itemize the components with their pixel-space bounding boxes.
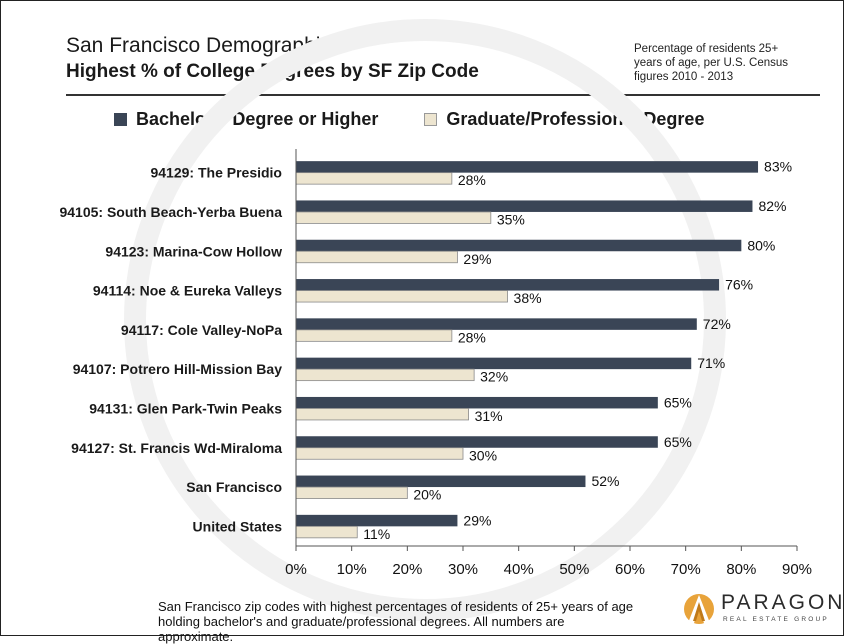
bar-graduate bbox=[295, 525, 358, 539]
x-tick-label: 30% bbox=[448, 561, 478, 578]
data-label-bachelor: 52% bbox=[591, 473, 619, 489]
category-label: 94105: South Beach-Yerba Buena bbox=[59, 204, 282, 220]
category-label: 94131: Glen Park-Twin Peaks bbox=[89, 400, 282, 416]
category-label: 94107: Potrero Hill-Mission Bay bbox=[73, 361, 283, 377]
watermark-ring bbox=[124, 19, 726, 621]
data-label-bachelor: 29% bbox=[463, 512, 491, 528]
legend-swatch-bachelor bbox=[114, 113, 127, 126]
legend-swatch-graduate bbox=[424, 113, 438, 126]
bar-graduate bbox=[295, 211, 492, 224]
paragon-logo: PARAGON REAL ESTATE GROUP bbox=[683, 590, 842, 630]
bar-graduate bbox=[295, 368, 475, 382]
data-label-graduate: 11% bbox=[363, 526, 390, 542]
bar-bachelor bbox=[296, 357, 692, 370]
data-label-graduate: 28% bbox=[458, 329, 486, 345]
data-label-graduate: 32% bbox=[480, 369, 508, 385]
bar-bachelor bbox=[296, 396, 658, 409]
data-label-graduate: 30% bbox=[469, 447, 497, 463]
bar-bachelor bbox=[296, 239, 742, 252]
category-label: United States bbox=[193, 518, 283, 534]
chart-title: San Francisco Demographics bbox=[66, 34, 342, 57]
data-label-bachelor: 83% bbox=[764, 159, 792, 175]
bar-bachelor bbox=[296, 475, 586, 488]
data-label-graduate: 35% bbox=[497, 211, 525, 227]
x-tick-label: 40% bbox=[504, 561, 534, 578]
bar-bachelor bbox=[296, 161, 759, 173]
data-label-graduate: 29% bbox=[463, 251, 491, 267]
data-label-bachelor: 65% bbox=[664, 394, 692, 410]
bar-bachelor bbox=[296, 200, 753, 212]
data-label-bachelor: 76% bbox=[725, 277, 753, 293]
data-label-graduate: 28% bbox=[458, 172, 486, 188]
x-tick-label: 60% bbox=[615, 561, 645, 578]
category-label: San Francisco bbox=[186, 479, 282, 495]
paragon-logo-icon bbox=[684, 594, 714, 624]
data-label-bachelor: 72% bbox=[703, 316, 731, 332]
data-label-bachelor: 71% bbox=[697, 355, 725, 371]
bar-graduate bbox=[295, 290, 508, 303]
x-tick-label: 10% bbox=[337, 561, 367, 578]
x-tick-label: 70% bbox=[671, 561, 701, 578]
source-note: Percentage of residents 25+ years of age… bbox=[634, 43, 789, 83]
bar-graduate bbox=[295, 329, 453, 342]
bar-graduate bbox=[295, 447, 464, 460]
logo-tagline: REAL ESTATE GROUP bbox=[723, 616, 829, 623]
data-label-graduate: 38% bbox=[514, 290, 542, 306]
x-tick-label: 20% bbox=[392, 561, 422, 578]
data-label-graduate: 31% bbox=[475, 408, 503, 424]
category-label: 94117: Cole Valley-NoPa bbox=[121, 322, 282, 338]
header-divider bbox=[66, 94, 820, 96]
bar-bachelor bbox=[296, 279, 720, 291]
x-tick-label: 80% bbox=[726, 561, 756, 578]
bar-bachelor bbox=[296, 514, 458, 527]
bar-bachelor bbox=[296, 318, 697, 330]
bar-graduate bbox=[295, 408, 469, 421]
data-label-bachelor: 82% bbox=[758, 198, 786, 214]
data-label-graduate: 20% bbox=[413, 487, 441, 503]
bar-graduate bbox=[295, 172, 453, 185]
x-tick-label: 90% bbox=[782, 561, 812, 578]
category-label: 94114: Noe & Eureka Valleys bbox=[93, 283, 282, 299]
x-tick-label: 0% bbox=[285, 561, 307, 578]
bar-graduate bbox=[295, 486, 408, 499]
logo-name: PARAGON bbox=[721, 591, 844, 614]
data-label-bachelor: 65% bbox=[664, 434, 692, 450]
category-label: 94127: St. Francis Wd-Miraloma bbox=[71, 440, 282, 456]
bar-bachelor bbox=[296, 436, 658, 448]
footer-caption: San Francisco zip codes with highest per… bbox=[158, 599, 634, 644]
category-label: 94123: Marina-Cow Hollow bbox=[105, 243, 282, 259]
bar-graduate bbox=[295, 250, 458, 264]
x-tick-label: 50% bbox=[559, 561, 589, 578]
category-label: 94129: The Presidio bbox=[150, 165, 282, 181]
data-label-bachelor: 80% bbox=[747, 237, 775, 253]
